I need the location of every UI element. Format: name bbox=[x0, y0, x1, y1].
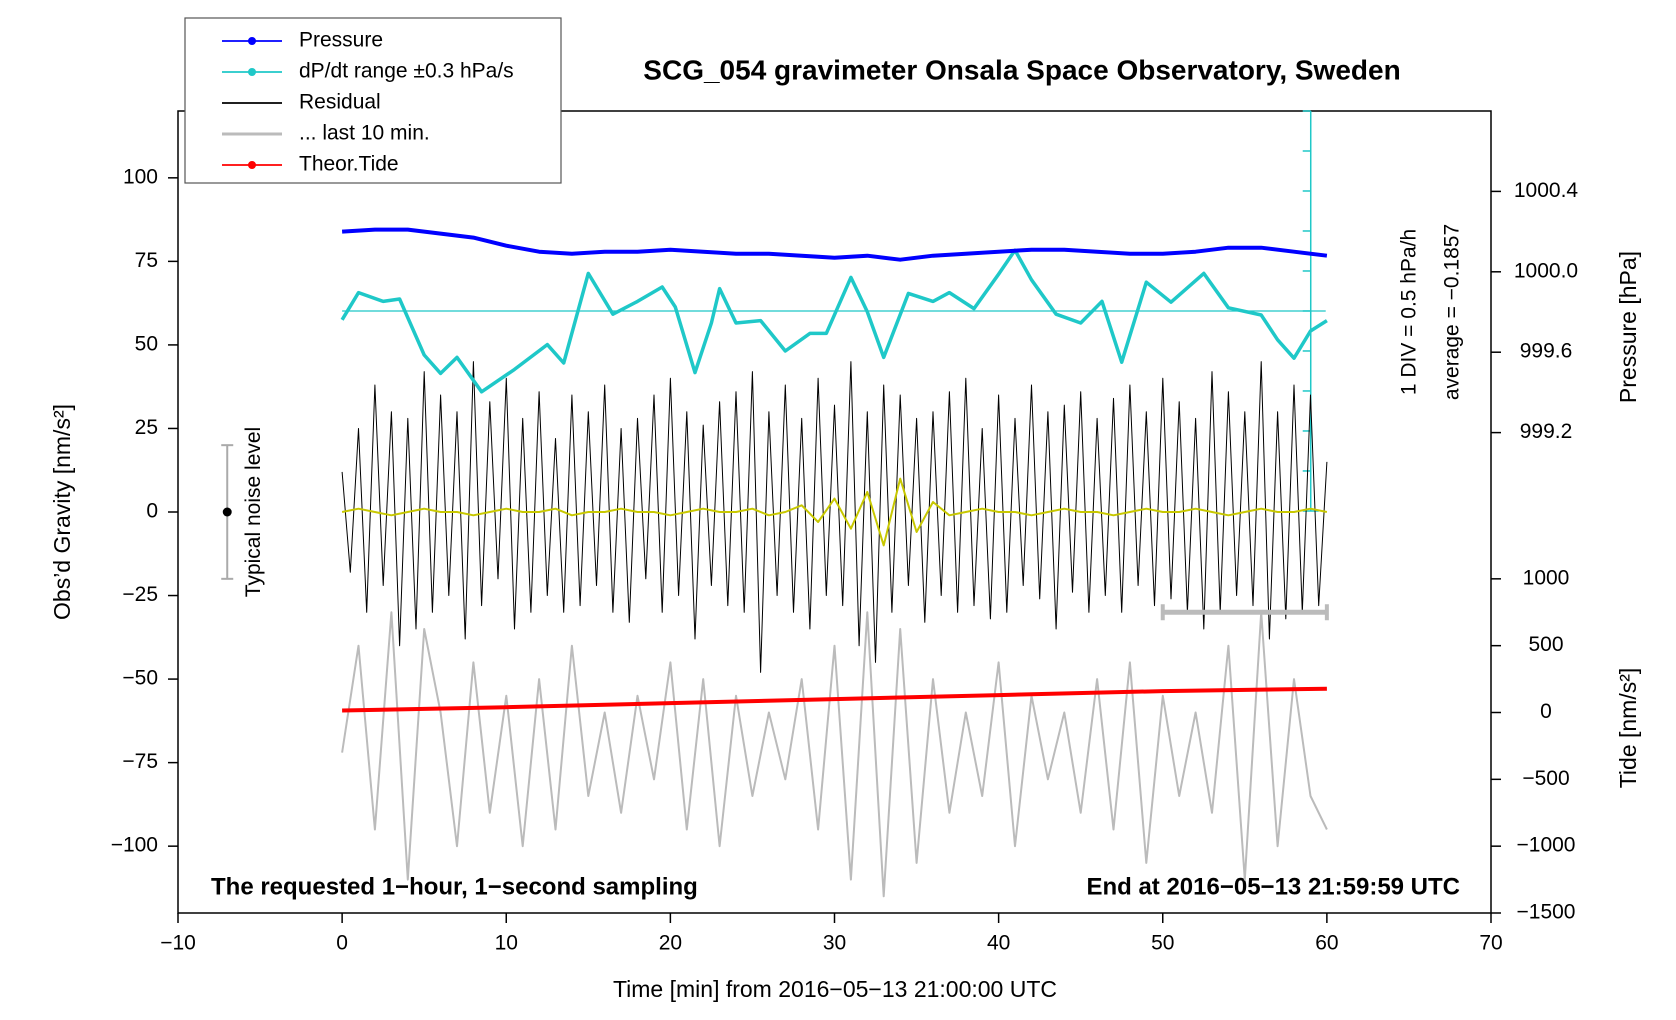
series-line bbox=[342, 686, 1327, 713]
annotation: average = −0.1857 bbox=[1441, 224, 1464, 400]
legend-label: Pressure bbox=[299, 29, 383, 52]
x-axis-title: Time [min] from 2016−05−13 21:00:00 UTC bbox=[613, 976, 1057, 1002]
x-tick-label: 30 bbox=[823, 932, 846, 955]
annotation: End at 2016−05−13 21:59:59 UTC bbox=[1086, 873, 1460, 900]
series-line bbox=[340, 248, 1328, 394]
y3-tick-label: 0 bbox=[1540, 700, 1552, 723]
legend-label: Residual bbox=[299, 91, 381, 114]
x-tick-label: 40 bbox=[987, 932, 1010, 955]
y-tick-label: 50 bbox=[135, 332, 158, 355]
series-line bbox=[341, 477, 1328, 547]
y2-tick-label: 999.6 bbox=[1520, 340, 1573, 363]
x-tick-label: 10 bbox=[495, 932, 518, 955]
noise-label: Typical noise level bbox=[242, 427, 265, 597]
legend-marker bbox=[248, 161, 256, 169]
legend-marker bbox=[248, 37, 256, 45]
y-tick-label: 25 bbox=[135, 416, 158, 439]
legend-box bbox=[184, 17, 562, 184]
x-tick-label: −10 bbox=[160, 932, 196, 955]
y3-tick-label: −1000 bbox=[1517, 834, 1576, 857]
y2-axis-title: Pressure [hPa] bbox=[1615, 251, 1641, 403]
x-tick-label: 20 bbox=[659, 932, 682, 955]
y-axis-title: Obs’d Gravity [nm/s²] bbox=[49, 404, 75, 620]
legend-marker bbox=[248, 68, 256, 76]
y3-tick-label: −500 bbox=[1522, 767, 1569, 790]
y-tick-label: −25 bbox=[122, 583, 158, 606]
legend-label: Theor.Tide bbox=[299, 153, 399, 176]
noise-point bbox=[222, 507, 232, 517]
y-tick-label: 75 bbox=[135, 249, 158, 272]
y2-tick-label: 999.2 bbox=[1520, 420, 1573, 443]
chart-title: SCG_054 gravimeter Onsala Space Observat… bbox=[643, 54, 1400, 85]
y-tick-label: −50 bbox=[122, 667, 158, 690]
x-tick-label: 50 bbox=[1151, 932, 1174, 955]
y2-tick-label: 1000.4 bbox=[1514, 179, 1579, 202]
legend: Pressure dP/dt range ±0.3 hPa/s Residual..… bbox=[184, 17, 562, 184]
series-line bbox=[341, 611, 1328, 898]
y-tick-label: −100 bbox=[111, 834, 158, 857]
y-tick-label: 100 bbox=[123, 165, 158, 188]
y-tick-label: 0 bbox=[146, 500, 158, 523]
legend-label: ... last 10 min. bbox=[299, 122, 430, 145]
annotation: The requested 1−hour, 1−second sampling bbox=[211, 873, 698, 900]
y3-tick-label: 500 bbox=[1528, 633, 1563, 656]
series-line bbox=[341, 227, 1328, 262]
annotation: 1 DIV = 0.5 hPa/h bbox=[1398, 229, 1421, 395]
legend-label: dP/dt range ±0.3 hPa/s bbox=[299, 60, 514, 83]
x-tick-label: 70 bbox=[1479, 932, 1502, 955]
y3-tick-label: 1000 bbox=[1523, 566, 1570, 589]
y3-axis-title: Tide [nm/s²] bbox=[1615, 668, 1641, 789]
x-tick-label: 0 bbox=[336, 932, 348, 955]
y2-tick-label: 1000.0 bbox=[1514, 259, 1578, 282]
series-line bbox=[341, 361, 1328, 673]
x-tick-label: 60 bbox=[1315, 932, 1338, 955]
y3-tick-label: −1500 bbox=[1517, 901, 1576, 924]
y-tick-label: −75 bbox=[122, 750, 158, 773]
